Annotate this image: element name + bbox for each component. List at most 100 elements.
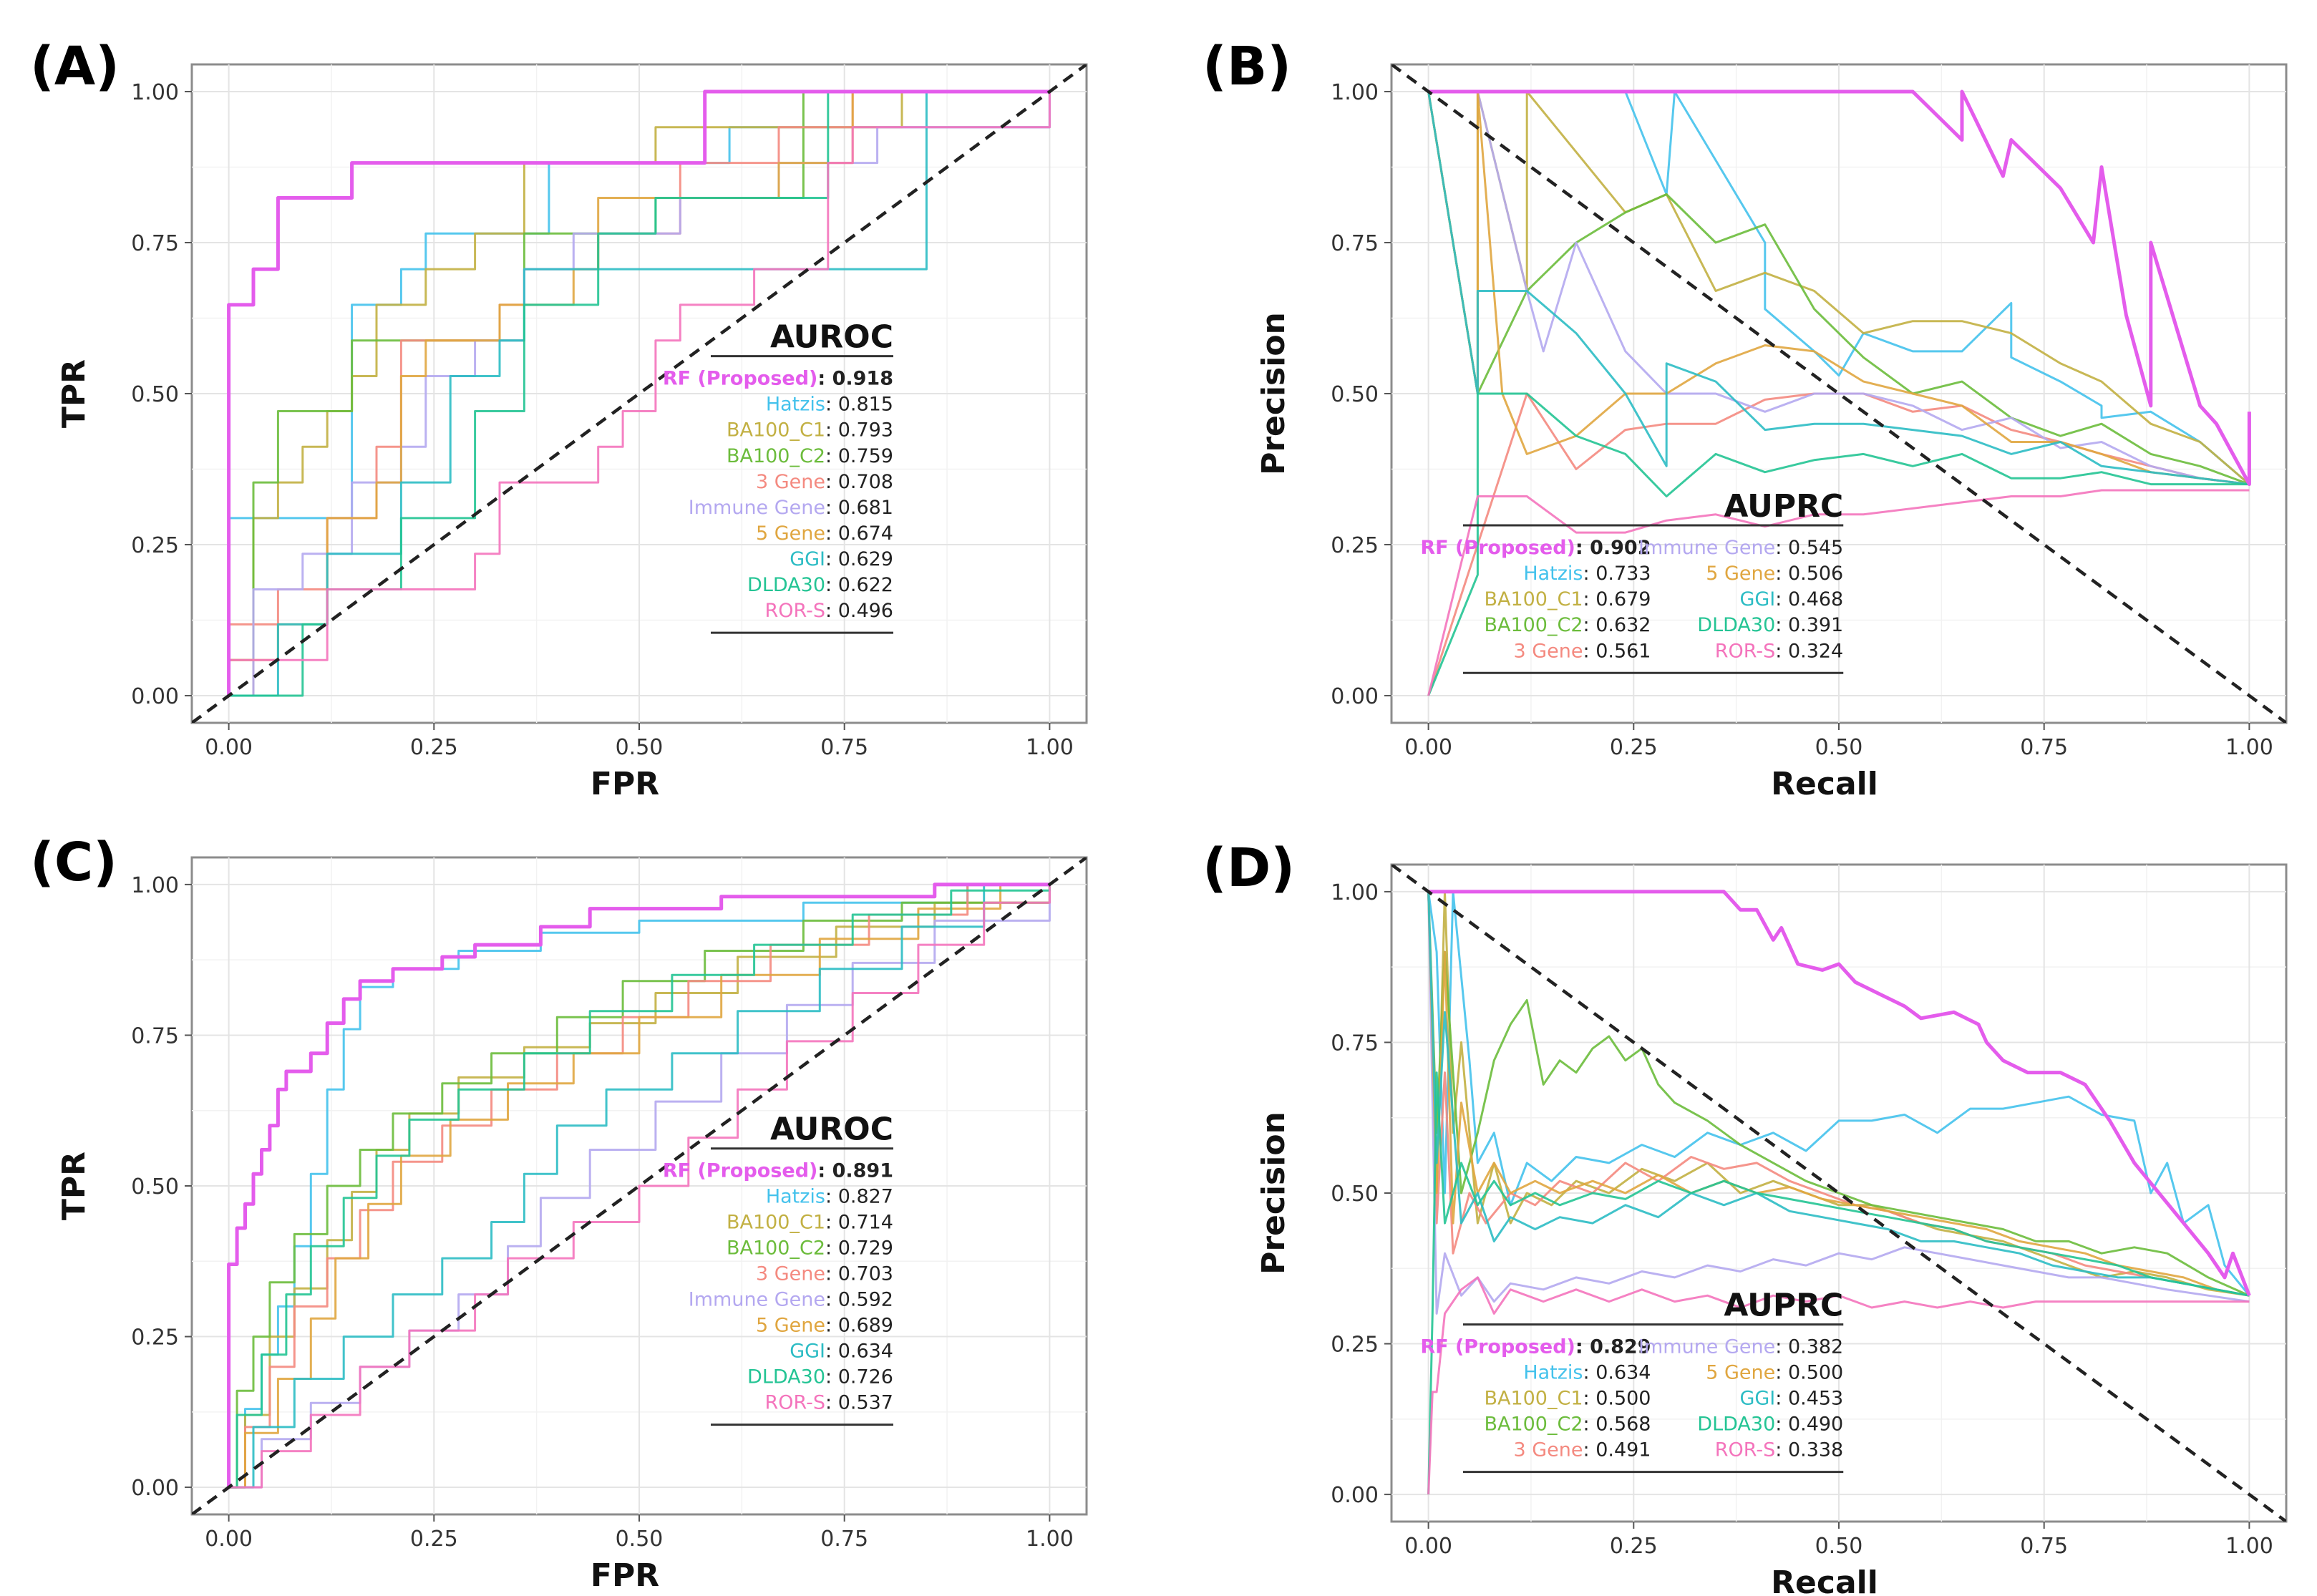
curves (192, 64, 1087, 723)
x-tick-label: 0.25 (410, 735, 458, 760)
legend-entry-ggi: GGI: 0.629 (790, 548, 893, 570)
legend-value: : 0.681 (825, 497, 893, 519)
legend-entry-hatzis: Hatzis: 0.827 (766, 1186, 893, 1208)
legend-label: ROR-S (764, 600, 825, 622)
legend-entry-ggi: GGI: 0.453 (1739, 1388, 1843, 1410)
series-line-ror-s (228, 884, 1051, 1489)
series-line-dlda30 (1427, 1071, 2250, 1495)
legend-entry-hatzis: Hatzis: 0.634 (1523, 1362, 1651, 1384)
legend-label: 5 Gene (756, 522, 825, 545)
legend-value: : 0.918 (817, 368, 893, 390)
legend-label: BA100_C1 (727, 419, 825, 442)
legend-label: GGI (790, 1340, 825, 1363)
legend-value: : 0.629 (825, 548, 893, 570)
x-tick-label: 0.75 (2020, 735, 2068, 760)
panel-c: (C) 0.00 0.25 0.50 0.75 1.00 0.00 0.25 0.50 0.75 1… (30, 832, 1088, 1594)
series-line-ggi (1427, 891, 2250, 1297)
x-tick-label: 1.00 (1026, 735, 1074, 760)
legend-entry-hatzis: Hatzis: 0.815 (766, 394, 893, 416)
legend-entry-ggi: GGI: 0.634 (790, 1340, 893, 1363)
y-tick-label: 1.00 (1331, 80, 1379, 105)
x-tick-label: 1.00 (2225, 1534, 2273, 1559)
legend-value: : 0.391 (1775, 614, 1843, 636)
x-tick-label: 0.00 (205, 735, 253, 760)
y-tick-label: 0.00 (131, 1476, 179, 1501)
legend-label: RF (Proposed) (1420, 1336, 1575, 1358)
legend-label: 5 Gene (756, 1315, 825, 1337)
legend-value: : 0.729 (825, 1237, 893, 1260)
legend-value: : 0.545 (1775, 537, 1843, 559)
legend-value: : 0.632 (1583, 614, 1651, 636)
legend-entry-ba100-c2: BA100_C2: 0.632 (1484, 614, 1651, 636)
legend-label: GGI (1739, 1388, 1775, 1410)
legend-label: BA100_C1 (727, 1212, 825, 1234)
y-tick-label: 1.00 (131, 80, 179, 105)
legend-label: GGI (790, 548, 825, 570)
series-line-ror-s (1427, 1276, 2250, 1495)
legend-entry-ba100-c1: BA100_C1: 0.714 (727, 1212, 893, 1234)
panel-label: (D) (1203, 837, 1295, 899)
legend-entry-ror-s: ROR-S: 0.324 (1715, 640, 1844, 662)
legend-value: : 0.674 (825, 522, 893, 545)
legend-label: Hatzis (1523, 563, 1583, 585)
legend-label: 5 Gene (1706, 563, 1775, 585)
legend-label: RF (Proposed) (663, 368, 818, 390)
legend-label: 3 Gene (756, 1263, 825, 1285)
legend-value: : 0.891 (817, 1160, 893, 1182)
y-tick-label: 1.00 (1331, 880, 1379, 905)
y-axis-title: TPR (56, 1152, 92, 1220)
legend-value: : 0.793 (825, 419, 893, 442)
panel-a: (A) 0.00 0.25 0.50 0.75 1.00 0.00 0.25 0.50 0.75 1… (30, 36, 1088, 802)
grid (1391, 865, 2286, 1522)
x-tick-label: 0.75 (820, 1527, 868, 1552)
legend-value: : 0.491 (1583, 1439, 1651, 1461)
legend-entry-ba100-c1: BA100_C1: 0.679 (1484, 588, 1651, 610)
series-line-rf-proposed (227, 882, 1050, 1488)
x-tick-label: 0.75 (820, 735, 868, 760)
x-tick-label: 0.75 (2020, 1534, 2068, 1559)
legend-label: BA100_C1 (1484, 588, 1583, 610)
series-line-5-gene (1427, 90, 2250, 486)
legend-value: : 0.468 (1775, 588, 1843, 610)
legend-entry-rf-proposed: RF (Proposed): 0.918 (663, 368, 893, 390)
reference-line (192, 64, 1087, 723)
reference-line (1391, 64, 2286, 723)
legend-value: : 0.568 (1583, 1413, 1651, 1436)
legend-label: RF (Proposed) (663, 1160, 818, 1182)
legend-entry-ror-s: ROR-S: 0.537 (764, 1392, 893, 1414)
x-tick-label: 0.25 (410, 1527, 458, 1552)
legend-value: : 0.453 (1775, 1388, 1843, 1410)
legend-label: Hatzis (766, 394, 825, 416)
legend-value: : 0.902 (1575, 537, 1651, 559)
legend-title: AUPRC (1724, 1288, 1843, 1324)
legend-value: : 0.500 (1583, 1388, 1651, 1410)
series-line-ba100-c2 (228, 884, 1051, 1489)
x-tick-label: 0.50 (616, 1527, 664, 1552)
y-tick-label: 0.50 (1331, 382, 1379, 407)
y-tick-label: 0.00 (1331, 684, 1379, 709)
y-tick-label: 0.75 (1331, 1031, 1379, 1056)
y-tick-label: 0.75 (1331, 231, 1379, 256)
x-axis-title: Recall (1771, 766, 1878, 802)
y-tick-label: 0.75 (131, 231, 179, 256)
legend-value: : 0.703 (825, 1263, 893, 1285)
legend-label: Immune Gene (689, 1289, 825, 1311)
legend-label: BA100_C2 (1484, 614, 1583, 636)
legend-label: DLDA30 (1697, 1413, 1775, 1436)
curves (192, 857, 1087, 1514)
legend-value: : 0.827 (825, 1186, 893, 1208)
legend-entry-3-gene: 3 Gene: 0.491 (1513, 1439, 1651, 1461)
y-tick-label: 0.50 (131, 382, 179, 407)
legend-entry-ror-s: ROR-S: 0.496 (764, 600, 893, 622)
legend-entry-dlda30: DLDA30: 0.391 (1697, 614, 1843, 636)
legend-label: Immune Gene (1638, 1336, 1775, 1358)
y-tick-label: 0.75 (131, 1023, 179, 1048)
legend-entry-dlda30: DLDA30: 0.490 (1697, 1413, 1843, 1436)
legend-value: : 0.689 (825, 1315, 893, 1337)
legend-label: ROR-S (764, 1392, 825, 1414)
series-line-immune-gene (1428, 90, 2250, 486)
series-line-dlda30 (1427, 392, 2250, 696)
x-tick-label: 0.50 (616, 735, 664, 760)
y-tick-label: 0.25 (131, 533, 179, 558)
y-tick-label: 0.50 (1331, 1182, 1379, 1207)
